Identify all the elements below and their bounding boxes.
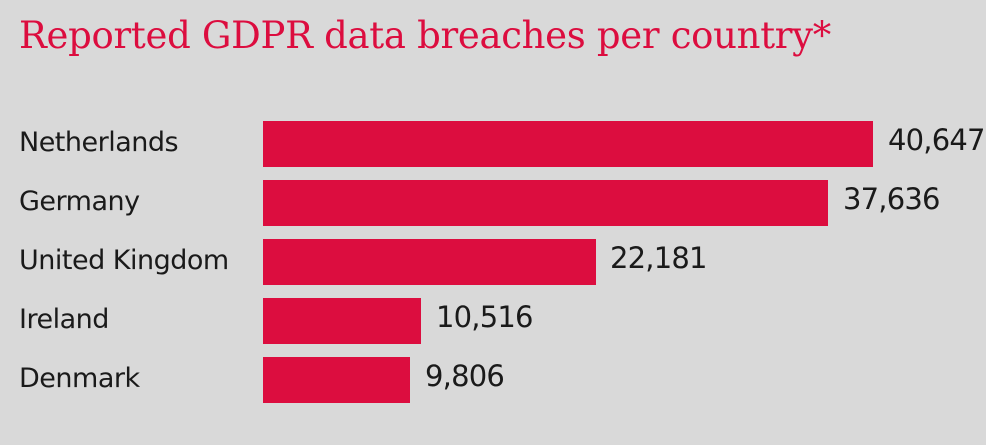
value-label: 37,636 <box>843 182 940 216</box>
category-label: Netherlands <box>19 127 179 158</box>
category-label: Ireland <box>19 304 109 335</box>
category-label: United Kingdom <box>19 245 229 276</box>
bar-row-united-kingdom: United Kingdom 22,181 <box>0 239 986 285</box>
value-label: 10,516 <box>436 300 533 334</box>
bar <box>263 239 596 285</box>
value-label: 40,647 <box>888 123 985 157</box>
bar <box>263 357 410 403</box>
bar <box>263 180 828 226</box>
value-label: 9,806 <box>425 359 505 393</box>
bar-row-denmark: Denmark 9,806 <box>0 357 986 403</box>
bar-row-netherlands: Netherlands 40,647 <box>0 121 986 167</box>
category-label: Germany <box>19 186 140 217</box>
chart-title: Reported GDPR data breaches per country* <box>19 14 831 57</box>
bar <box>263 298 421 344</box>
category-label: Denmark <box>19 363 140 394</box>
value-label: 22,181 <box>610 241 707 275</box>
bar-row-ireland: Ireland 10,516 <box>0 298 986 344</box>
bar <box>263 121 873 167</box>
bar-row-germany: Germany 37,636 <box>0 180 986 226</box>
